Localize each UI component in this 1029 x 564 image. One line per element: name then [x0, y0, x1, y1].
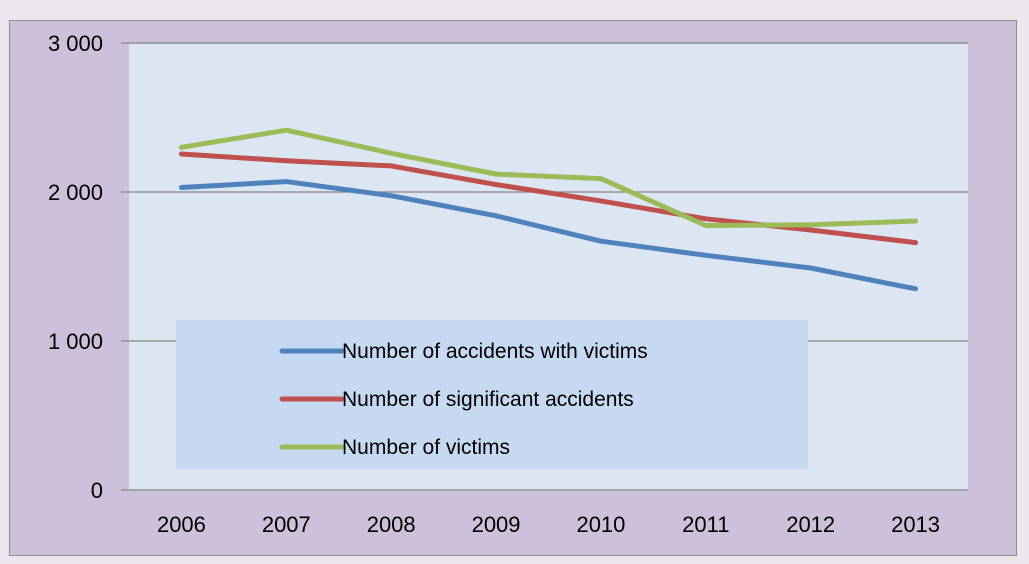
x-tick-label: 2007: [262, 512, 311, 537]
legend-label: Number of significant accidents: [342, 388, 634, 411]
y-tick-label: 2 000: [48, 180, 103, 205]
y-tick-label: 3 000: [48, 31, 103, 56]
x-tick-label: 2008: [367, 512, 416, 537]
legend-box: [176, 320, 808, 469]
line-chart: Number of accidents with victims Number o…: [48, 31, 968, 537]
legend-label: Number of victims: [342, 436, 510, 459]
series-line-3: [178, 127, 919, 229]
x-tick-label: 2009: [472, 512, 521, 537]
chart-frame: Number of accidents with victims Number o…: [9, 20, 1017, 556]
series-line-1: [178, 179, 919, 292]
x-tick-label: 2013: [891, 512, 940, 537]
x-tick-label: 2006: [157, 512, 206, 537]
x-tick-label: 2011: [682, 512, 729, 537]
series-line-2: [178, 151, 919, 246]
x-tick-label: 2012: [786, 512, 835, 537]
x-tick-label: 2010: [576, 512, 625, 537]
legend-label: Number of accidents with victims: [342, 340, 648, 363]
y-tick-label: 1 000: [48, 329, 103, 354]
y-tick-label: 0: [91, 478, 103, 503]
